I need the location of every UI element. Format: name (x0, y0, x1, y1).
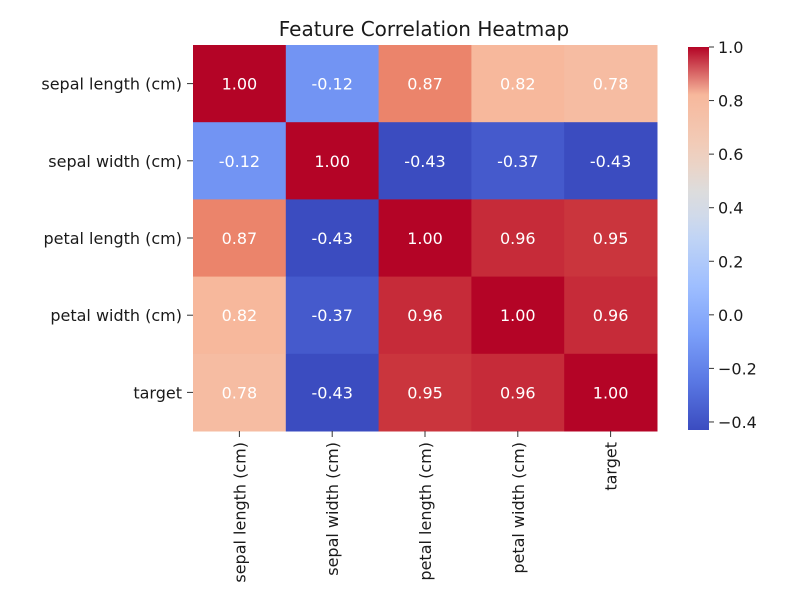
heatmap-cell-3-4 (564, 276, 658, 355)
cell-value-label-0-0: 1.00 (222, 75, 258, 94)
heatmap-cell-1-4 (564, 122, 658, 200)
column-label-petal-width-cm: petal width (cm) (509, 442, 528, 574)
heatmap-cell-3-3 (471, 276, 565, 355)
heatmap-cell-3-0 (193, 276, 287, 355)
cell-value-label-3-3: 1.00 (500, 306, 536, 325)
column-labels: sepal length (cm) sepal width (cm) petal l… (230, 431, 621, 583)
column-label-sepal-width-cm: sepal width (cm) (323, 442, 342, 576)
cell-value-label-3-2: 0.96 (407, 306, 443, 325)
heatmap-cell-2-0 (193, 199, 287, 278)
cell-value-label-1-2: -0.43 (404, 152, 445, 171)
row-label-target: target (133, 383, 182, 402)
colorbar-ticks: 1.0 0.8 0.6 0.4 0.2 0.0 −0.2 −0.4 (709, 38, 757, 432)
heatmap-cell-4-4 (564, 353, 658, 432)
heatmap-cell-0-1 (285, 45, 380, 123)
colorbar-tick-label-6: −0.2 (718, 359, 757, 378)
heatmap-cell-2-3 (471, 199, 565, 278)
cell-value-label-4-1: -0.43 (311, 383, 352, 402)
heatmap-cell-4-0 (193, 353, 287, 432)
heatmap-cell-0-0 (193, 45, 287, 123)
row-label-sepal-width-cm: sepal width (cm) (48, 152, 182, 171)
cell-value-label-2-1: -0.43 (311, 229, 352, 248)
colorbar-tick-label-5: 0.0 (718, 306, 743, 325)
colorbar-gradient (688, 47, 709, 430)
row-label-petal-width-cm: petal width (cm) (50, 306, 182, 325)
heatmap-cell-4-1 (285, 353, 380, 432)
cell-value-label-4-2: 0.95 (407, 383, 443, 402)
column-label-target: target (602, 442, 621, 491)
heatmap-cell-0-4 (564, 45, 658, 123)
cell-value-label-3-4: 0.96 (593, 306, 629, 325)
heatmap-cell-2-2 (378, 199, 472, 278)
heatmap-cell-1-3 (471, 122, 565, 200)
cell-value-label-2-2: 1.00 (407, 229, 443, 248)
colorbar: 1.0 0.8 0.6 0.4 0.2 0.0 −0.2 −0.4 (688, 38, 757, 432)
row-label-sepal-length-cm: sepal length (cm) (41, 75, 182, 94)
cell-value-label-4-4: 1.00 (593, 383, 629, 402)
cell-value-label-3-0: 0.82 (222, 306, 258, 325)
colorbar-tick-label-4: 0.2 (718, 252, 743, 271)
cell-value-label-2-0: 0.87 (222, 229, 258, 248)
row-label-petal-length-cm: petal length (cm) (43, 229, 182, 248)
cell-value-label-0-3: 0.82 (500, 75, 536, 94)
heatmap-cell-2-1 (285, 199, 380, 278)
cell-value-label-3-1: -0.37 (311, 306, 352, 325)
cell-value-label-0-4: 0.78 (593, 75, 629, 94)
heatmap-cell-3-1 (285, 276, 380, 355)
colorbar-tick-label-1: 0.8 (718, 92, 743, 111)
column-label-sepal-length-cm: sepal length (cm) (230, 442, 249, 583)
row-labels: sepal length (cm) sepal width (cm) petal l… (41, 75, 193, 402)
cell-value-label-1-0: -0.12 (219, 152, 260, 171)
heatmap-cell-2-4 (564, 199, 658, 278)
chart-title: Feature Correlation Heatmap (279, 17, 569, 41)
cell-value-label-1-1: 1.00 (314, 152, 350, 171)
cell-value-label-1-4: -0.43 (590, 152, 631, 171)
column-label-petal-length-cm: petal length (cm) (416, 442, 435, 581)
heatmap-cell-1-1 (285, 122, 380, 200)
colorbar-tick-label-0: 1.0 (718, 38, 743, 57)
heatmap-cell-1-2 (378, 122, 472, 200)
cell-value-label-1-3: -0.37 (497, 152, 538, 171)
heatmap-cells: 1.00 -0.12 0.87 0.82 0.78 -0.12 1.00 -0.43 -0.37… (193, 45, 658, 432)
cell-value-label-4-0: 0.78 (222, 383, 258, 402)
heatmap-cell-1-0 (193, 122, 287, 200)
heatmap-cell-0-2 (378, 45, 472, 123)
heatmap-cell-4-3 (471, 353, 565, 432)
colorbar-tick-label-2: 0.6 (718, 145, 743, 164)
cell-value-label-0-2: 0.87 (407, 75, 443, 94)
cell-value-label-2-3: 0.96 (500, 229, 536, 248)
heatmap-cell-3-2 (378, 276, 472, 355)
heatmap-cell-4-2 (378, 353, 472, 432)
colorbar-tick-label-3: 0.4 (718, 199, 743, 218)
colorbar-tick-label-7: −0.4 (718, 413, 757, 432)
heatmap-cell-0-3 (471, 45, 565, 123)
cell-value-label-4-3: 0.96 (500, 383, 536, 402)
cell-value-label-2-4: 0.95 (593, 229, 629, 248)
cell-value-label-0-1: -0.12 (311, 75, 352, 94)
